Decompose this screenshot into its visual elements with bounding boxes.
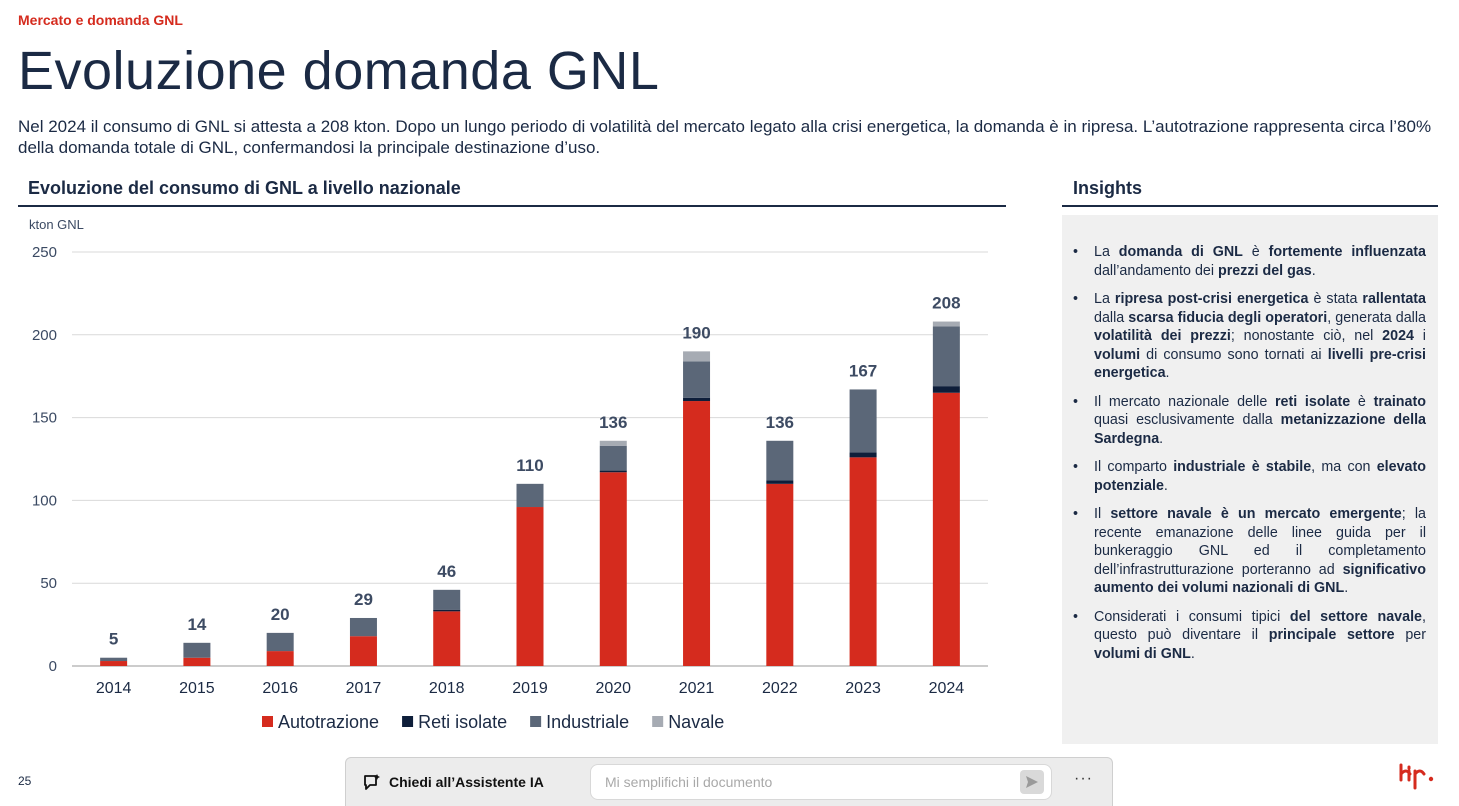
insight-item: Considerati i consumi tipici del settore… (1073, 608, 1426, 664)
y-tick-label: 200 (32, 327, 57, 344)
bar-industriale (683, 361, 711, 398)
x-tick-label: 2018 (429, 680, 465, 697)
bar-industriale (849, 389, 877, 453)
bar-navale (599, 440, 627, 446)
insight-item: La domanda di GNL è fortemente influenza… (1073, 243, 1426, 280)
total-label: 167 (849, 361, 877, 380)
bip-logo (1399, 763, 1434, 790)
insights-list: La domanda di GNL è fortemente influenza… (1062, 243, 1438, 673)
page-title: Evoluzione domanda GNL (18, 41, 660, 101)
bar-autotrazione (266, 651, 294, 666)
bar-autotrazione (433, 611, 461, 666)
assistant-button-label[interactable]: Chiedi all’Assistente IA (389, 774, 544, 790)
assistant-input[interactable] (590, 764, 1052, 800)
bar-autotrazione (849, 457, 877, 666)
bar-industriale (349, 617, 377, 637)
insights-title: Insights (1073, 178, 1143, 198)
more-button[interactable]: ··· (1074, 770, 1093, 787)
legend-swatch (262, 716, 273, 727)
legend-label: Autotrazione (278, 712, 379, 732)
bar-autotrazione (932, 392, 960, 666)
x-tick-label: 2021 (679, 680, 715, 697)
chart: kton GNL05010015020025052014142015202016… (29, 217, 988, 732)
bar-reti-isolate (683, 397, 711, 402)
bar-industriale (433, 589, 461, 610)
bar-navale (932, 321, 960, 327)
x-tick-label: 2014 (96, 680, 132, 697)
y-tick-label: 150 (32, 410, 57, 427)
x-tick-label: 2016 (262, 680, 298, 697)
legend-label: Industriale (546, 712, 629, 732)
total-label: 46 (437, 562, 456, 581)
y-tick-label: 50 (40, 575, 57, 592)
chart-title: Evoluzione del consumo di GNL a livello … (28, 178, 461, 198)
page-number: 25 (18, 774, 32, 788)
bar-reti-isolate (932, 386, 960, 393)
bar-industriale (183, 642, 211, 658)
bar-industriale (599, 445, 627, 471)
total-label: 208 (932, 294, 960, 313)
x-tick-label: 2022 (762, 680, 798, 697)
send-icon (1026, 776, 1038, 788)
total-label: 5 (109, 630, 118, 649)
bar-autotrazione (349, 636, 377, 666)
bar-autotrazione (683, 401, 711, 666)
insights-title-rule (1062, 205, 1438, 207)
legend-swatch (652, 716, 664, 727)
chat-sparkle-icon[interactable] (363, 774, 381, 791)
legend-swatch (530, 716, 542, 727)
insight-item: Il settore navale è un mercato emergente… (1073, 505, 1426, 598)
total-label: 14 (187, 615, 206, 634)
assistant-bar: Chiedi all’Assistente IA ··· (345, 757, 1113, 806)
insight-item: Il mercato nazionale delle reti isolate … (1073, 393, 1426, 449)
bar-autotrazione (766, 483, 794, 666)
bar-industriale (766, 440, 794, 481)
total-label: 190 (682, 323, 710, 342)
bar-reti-isolate (849, 452, 877, 458)
bar-autotrazione (100, 661, 128, 666)
y-tick-label: 250 (32, 244, 57, 261)
bar-industriale (100, 657, 128, 662)
intro-text: Nel 2024 il consumo di GNL si attesta a … (18, 117, 1432, 157)
chart-bars (100, 321, 960, 666)
x-tick-label: 2020 (595, 680, 631, 697)
x-tick-label: 2015 (179, 680, 215, 697)
legend-label: Reti isolate (418, 712, 507, 732)
total-label: 110 (516, 456, 543, 475)
chart-labels: kton GNL05010015020025052014142015202016… (29, 217, 964, 697)
y-tick-label: 0 (49, 658, 57, 675)
x-tick-label: 2024 (929, 680, 965, 697)
send-button[interactable] (1020, 770, 1044, 794)
bar-autotrazione (183, 657, 211, 666)
section-label: Mercato e domanda GNL (18, 12, 183, 28)
y-tick-label: 100 (32, 492, 57, 509)
bar-industriale (932, 326, 960, 387)
x-tick-label: 2019 (512, 680, 548, 697)
bar-navale (683, 351, 711, 362)
insight-item: Il comparto industriale è stabile, ma co… (1073, 458, 1426, 495)
bar-reti-isolate (433, 609, 461, 612)
total-label: 29 (354, 590, 373, 609)
y-axis-label: kton GNL (29, 217, 84, 232)
insight-item: La ripresa post-crisi energetica è stata… (1073, 290, 1426, 383)
chart-legend: Autotrazione Reti isolate Industriale Naval… (262, 712, 724, 732)
legend-swatch (402, 716, 414, 727)
total-label: 136 (766, 413, 794, 432)
bar-reti-isolate (766, 480, 794, 484)
bar-industriale (266, 632, 294, 652)
legend-label: Navale (668, 712, 724, 732)
bar-autotrazione (516, 507, 544, 666)
bar-autotrazione (599, 472, 627, 666)
chart-title-rule (18, 205, 1006, 207)
x-tick-label: 2017 (346, 680, 382, 697)
insights-panel: La domanda di GNL è fortemente influenza… (1062, 215, 1438, 744)
total-label: 20 (271, 605, 290, 624)
total-label: 136 (599, 413, 627, 432)
x-tick-label: 2023 (845, 680, 881, 697)
bar-industriale (516, 483, 544, 508)
bar-reti-isolate (599, 470, 627, 473)
